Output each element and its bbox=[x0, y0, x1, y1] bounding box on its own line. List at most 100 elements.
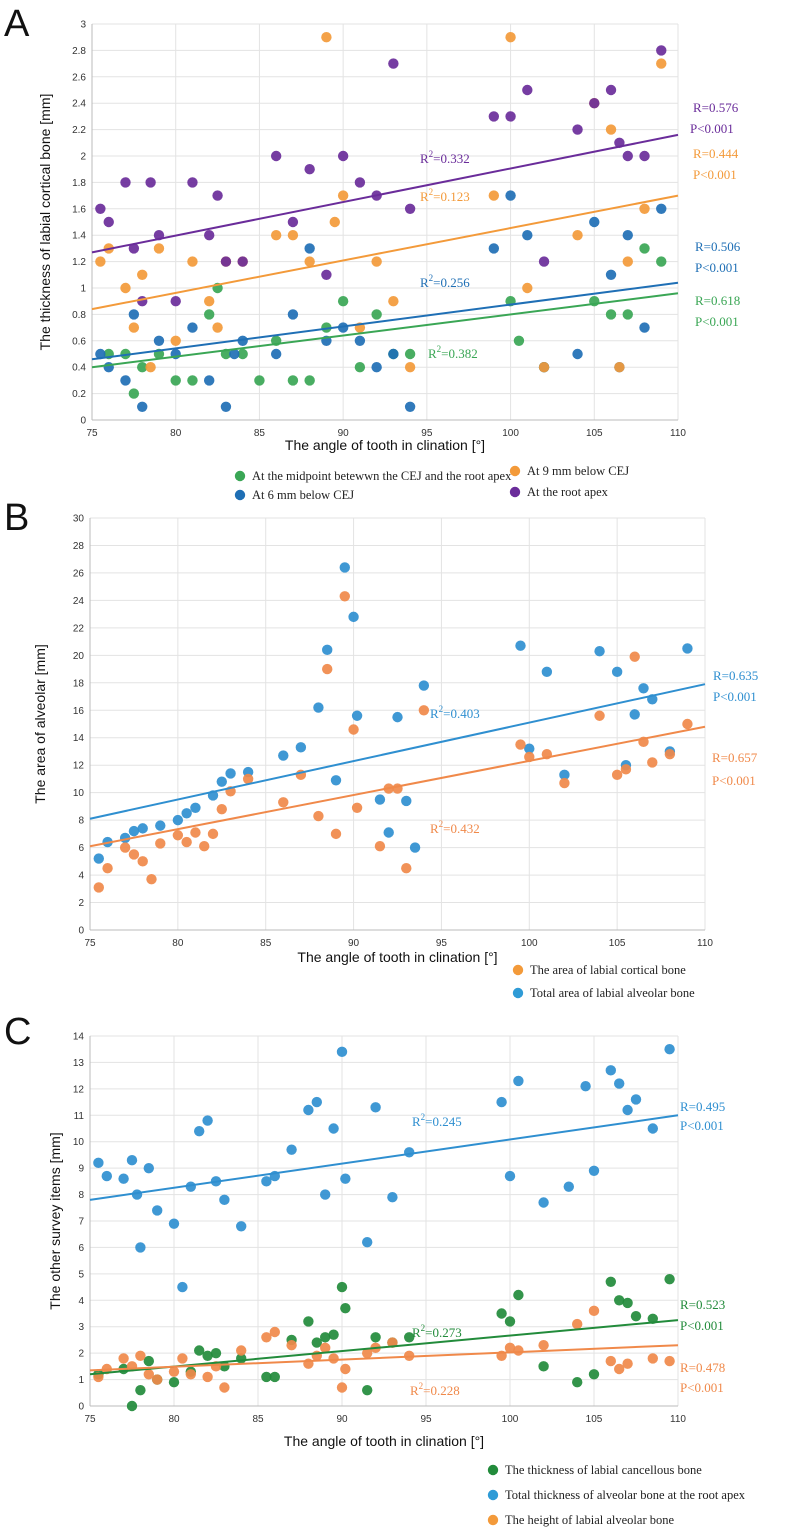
r-squared-sup: 2 bbox=[439, 819, 444, 829]
data-point bbox=[639, 322, 650, 333]
y-tick-label: 6 bbox=[78, 843, 84, 854]
data-point bbox=[622, 256, 633, 267]
data-point bbox=[639, 243, 650, 254]
data-point bbox=[137, 401, 148, 412]
data-point bbox=[135, 1384, 146, 1396]
legend-marker bbox=[509, 486, 521, 498]
y-tick-label: 26 bbox=[73, 568, 85, 579]
y-tick-label: 11 bbox=[74, 1111, 85, 1122]
data-point bbox=[168, 1366, 180, 1377]
legend-label: At 9 mm below CEJ bbox=[527, 464, 629, 478]
series-2 bbox=[93, 1273, 675, 1412]
r-squared-sup: 2 bbox=[439, 704, 444, 714]
data-point bbox=[242, 773, 254, 785]
series-3 bbox=[93, 1305, 675, 1393]
data-point bbox=[371, 362, 382, 373]
data-point bbox=[647, 1123, 658, 1134]
data-point bbox=[588, 1369, 600, 1380]
data-point bbox=[496, 1308, 507, 1319]
y-tick-label: 7 bbox=[78, 1217, 84, 1228]
x-axis-title: The angle of tooth in clination [°] bbox=[285, 437, 485, 453]
y-tick-label: 3 bbox=[78, 1322, 84, 1333]
data-point bbox=[340, 1173, 351, 1184]
x-tick-label: 90 bbox=[348, 938, 360, 949]
data-point bbox=[172, 814, 184, 826]
y-tick-label: 2.6 bbox=[72, 72, 86, 83]
data-point bbox=[330, 775, 342, 786]
legend-marker bbox=[234, 470, 246, 482]
r-squared-prefix: R bbox=[430, 706, 439, 721]
data-point bbox=[204, 309, 215, 320]
y-tick-label: 13 bbox=[73, 1058, 85, 1069]
data-point bbox=[155, 838, 166, 849]
data-point bbox=[194, 1125, 205, 1137]
data-point bbox=[522, 84, 533, 96]
data-point bbox=[404, 203, 416, 214]
data-point bbox=[328, 1123, 339, 1134]
data-point bbox=[505, 32, 516, 43]
data-point bbox=[388, 58, 399, 69]
data-point bbox=[336, 1281, 348, 1293]
data-point bbox=[664, 1273, 675, 1285]
p-value-label: P<0.001 bbox=[713, 689, 757, 704]
y-axis-title: The thickness of labial cortical bone [m… bbox=[37, 94, 53, 351]
data-point bbox=[128, 388, 140, 399]
data-point bbox=[328, 1329, 339, 1340]
data-point bbox=[304, 375, 315, 386]
data-point bbox=[622, 1358, 633, 1369]
data-point bbox=[304, 243, 315, 254]
data-point bbox=[145, 177, 156, 188]
data-point bbox=[303, 1104, 314, 1116]
y-tick-label: 1.8 bbox=[72, 178, 86, 189]
r-squared-sup: 2 bbox=[429, 149, 434, 159]
data-point bbox=[541, 666, 553, 678]
y-tick-label: 0.8 bbox=[72, 310, 86, 321]
trend-line bbox=[89, 1344, 679, 1372]
r-squared-value: =0.245 bbox=[425, 1114, 462, 1129]
y-tick-label: 8 bbox=[78, 1190, 84, 1201]
data-point bbox=[181, 808, 192, 819]
data-point bbox=[371, 256, 382, 267]
data-point bbox=[303, 1316, 314, 1327]
data-point bbox=[93, 853, 104, 864]
y-tick-label: 1.2 bbox=[72, 257, 86, 268]
legend-label: The height of labial alveolar bone bbox=[505, 1513, 674, 1527]
data-point bbox=[504, 1316, 516, 1327]
data-point bbox=[128, 322, 140, 333]
data-point bbox=[95, 203, 106, 214]
y-tick-label: 3 bbox=[80, 20, 86, 31]
data-point bbox=[656, 45, 667, 56]
r-squared-label: R2=0.256 bbox=[420, 273, 470, 290]
r-squared-sup: 2 bbox=[421, 1323, 426, 1333]
legend-label: Total area of labial alveolar bone bbox=[530, 986, 695, 1000]
legend-marker bbox=[487, 1489, 499, 1501]
data-point bbox=[605, 1355, 616, 1367]
data-point bbox=[588, 1165, 600, 1176]
p-value-label: P<0.001 bbox=[680, 1318, 724, 1333]
data-point bbox=[504, 1170, 516, 1182]
y-tick-label: 18 bbox=[73, 678, 85, 689]
data-point bbox=[504, 1342, 516, 1354]
y-tick-label: 1.4 bbox=[72, 231, 86, 242]
data-point bbox=[337, 190, 349, 201]
data-point bbox=[572, 1377, 583, 1388]
data-point bbox=[320, 1189, 331, 1200]
data-point bbox=[236, 1221, 247, 1232]
x-tick-label: 105 bbox=[586, 428, 603, 439]
x-axis-title: The angle of tooth in clination [°] bbox=[297, 949, 497, 965]
data-point bbox=[137, 269, 148, 280]
r-squared-value: =0.228 bbox=[423, 1383, 460, 1398]
data-point bbox=[212, 322, 223, 333]
data-point bbox=[563, 1181, 574, 1192]
y-tick-label: 14 bbox=[73, 733, 85, 744]
data-point bbox=[270, 150, 282, 162]
y-axis-title: The area of alveolar [mm] bbox=[32, 644, 48, 804]
y-tick-label: 20 bbox=[73, 651, 85, 662]
legend-item: At 6 mm below CEJ bbox=[234, 488, 354, 502]
x-tick-label: 85 bbox=[254, 428, 266, 439]
data-point bbox=[605, 269, 617, 280]
data-point bbox=[237, 335, 248, 346]
x-tick-label: 110 bbox=[670, 1414, 686, 1425]
x-tick-label: 85 bbox=[252, 1414, 264, 1425]
y-tick-label: 1.6 bbox=[72, 204, 86, 215]
